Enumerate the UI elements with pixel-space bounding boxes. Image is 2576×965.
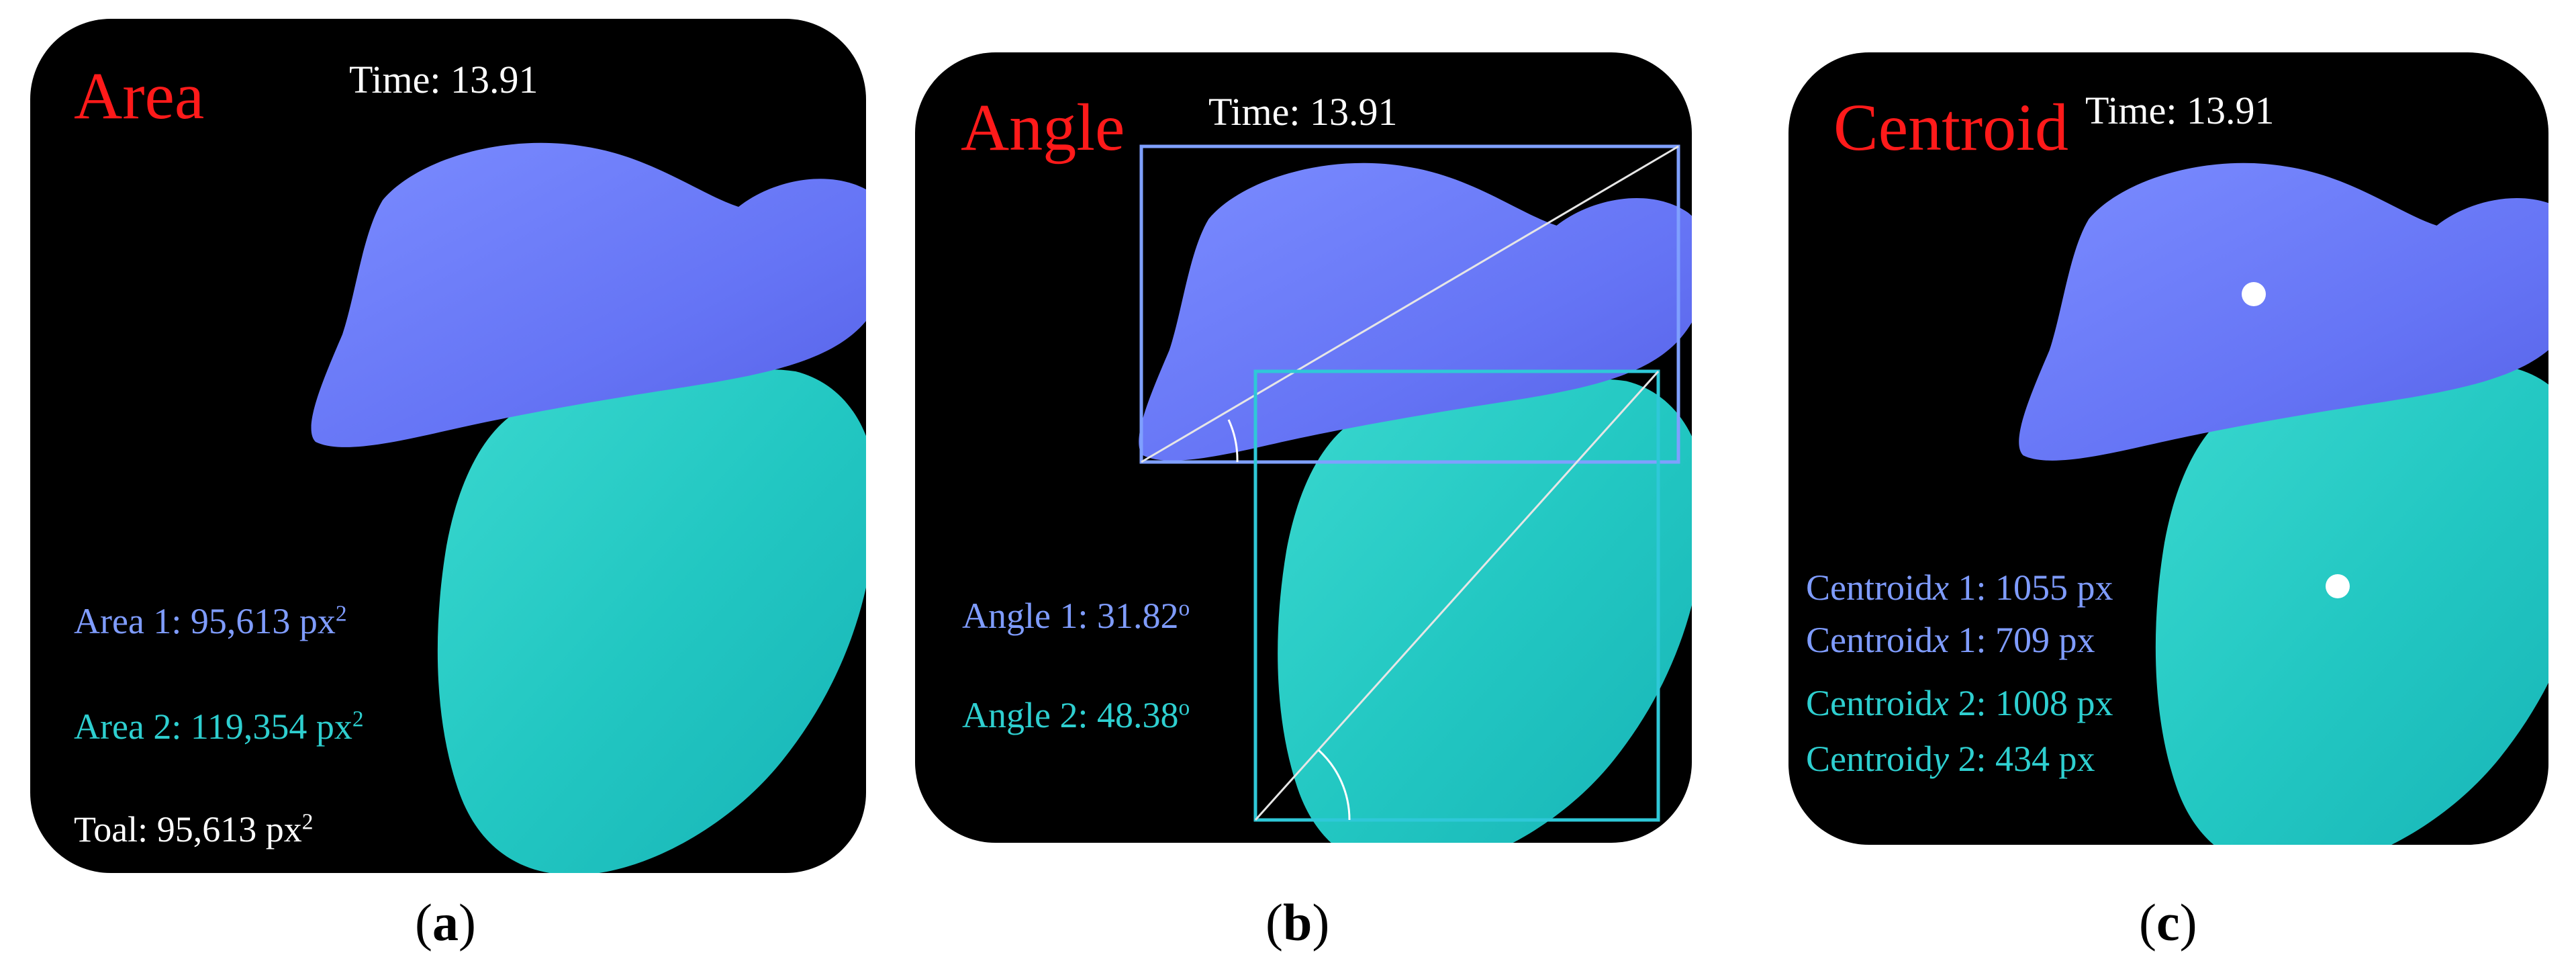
leaf-2-cyan <box>437 369 866 873</box>
leaf-2-cyan <box>2155 365 2548 845</box>
angle-2-label: Angle 2: 48.38o <box>962 695 1190 735</box>
area-2-label: Area 2: 119,354 px2 <box>74 706 364 747</box>
centroid-1-marker <box>2242 282 2266 306</box>
angle-arc-2 <box>1317 749 1351 821</box>
caption-b: (b) <box>1266 893 1330 952</box>
leaf-image-angle <box>1139 144 1692 843</box>
caption-c: (c) <box>2139 893 2197 952</box>
time-readout: Time: 13.91 <box>1208 90 1398 134</box>
panel-area: Area Time: 13.91 Area 1: 95,613 px2 Area… <box>30 19 866 873</box>
total-area-label: Toal: 95,613 px2 <box>74 809 314 849</box>
centroid-2-marker <box>2326 574 2350 598</box>
leaf-image-centroid <box>2019 163 2548 845</box>
bounding-box-1 <box>1139 144 1680 464</box>
panel-heading: Angle <box>961 90 1125 165</box>
area-1-label: Area 1: 95,613 px2 <box>74 601 347 641</box>
centroid-row-2: Centroidx 1: 709 px <box>1806 620 2095 660</box>
diagonal-1 <box>1141 145 1679 463</box>
panel-angle: Angle Time: 13.91 Angle 1: 31.82o Angle … <box>915 52 1692 843</box>
angle-1-label: Angle 1: 31.82o <box>962 596 1190 636</box>
angle-arc-1 <box>1227 419 1239 463</box>
centroid-row-4: Centroidy 2: 434 px <box>1806 739 2095 779</box>
panel-heading: Centroid <box>1833 90 2068 165</box>
centroid-row-1: Centroidx 1: 1055 px <box>1806 567 2113 608</box>
panel-centroid: Centroid Time: 13.91 Centroidx 1: 1055 p… <box>1788 52 2548 845</box>
bounding-box-2 <box>1253 369 1660 822</box>
diagonal-2 <box>1254 370 1660 821</box>
centroid-row-3: Centroidx 2: 1008 px <box>1806 683 2113 723</box>
time-readout: Time: 13.91 <box>2085 89 2275 132</box>
time-readout: Time: 13.91 <box>349 58 538 101</box>
caption-a: (a) <box>415 893 476 952</box>
leaf-2-cyan <box>1278 379 1692 843</box>
panel-heading: Area <box>74 58 205 133</box>
